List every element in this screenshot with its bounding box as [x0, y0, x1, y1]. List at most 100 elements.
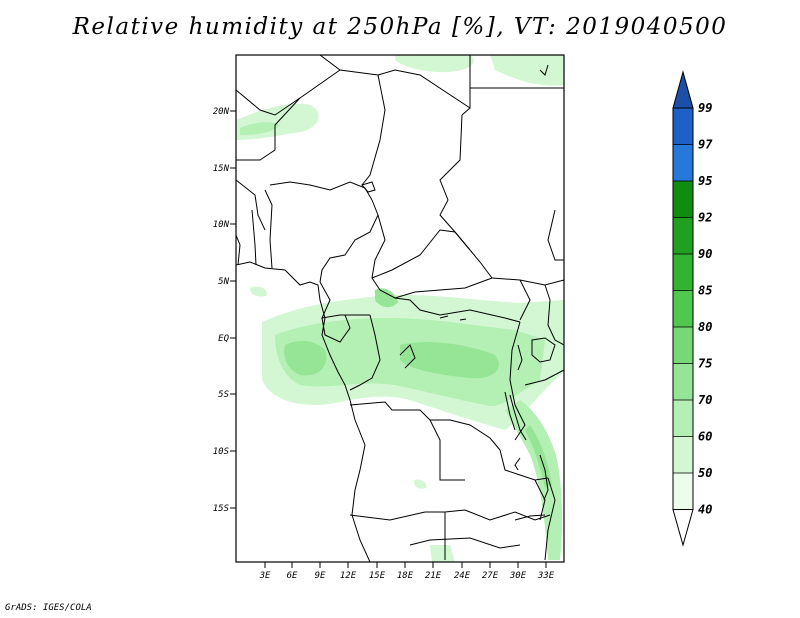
coastline-northeast: [539, 64, 549, 76]
border-niger-chad: [361, 74, 386, 186]
lat-label-15s: 15S: [213, 504, 230, 514]
lake-small-2: [459, 318, 467, 321]
border-niger-north: [236, 69, 341, 116]
border-malawi: [534, 479, 546, 521]
lon-axis: 3E 6E 9E 12E 15E 18E 21E 24E 27E 30E 33E: [259, 562, 555, 581]
lon-label-27e: 27E: [482, 571, 499, 581]
lat-label-20n: 20N: [213, 107, 230, 117]
lake-kariba: [514, 514, 546, 521]
lake-tanganyika: [509, 394, 527, 441]
colorbar-bottom-triangle: [672, 509, 694, 547]
border-chad-sudan: [439, 114, 471, 251]
colorbar-label-50: 50: [698, 466, 712, 480]
colorbar-label-99: 99: [698, 101, 712, 115]
colorbar-label-90: 90: [698, 247, 712, 261]
lon-label-15e: 15E: [369, 571, 386, 581]
border-mozambique: [544, 477, 556, 561]
colorbar-seg-97: [673, 144, 693, 181]
border-car: [371, 229, 493, 279]
humidity-patch-5n: [250, 286, 267, 297]
border-burkina: [236, 179, 266, 231]
border-cameroon-chad: [371, 214, 386, 279]
border-south-sudan: [491, 277, 564, 286]
colorbar-seg-95: [673, 181, 693, 218]
river-congo: [399, 344, 416, 369]
border-car-south: [371, 277, 493, 299]
humidity-core-central: [400, 342, 499, 379]
coastline-west: [236, 261, 371, 562]
lon-label-6e: 6E: [287, 571, 298, 581]
lake-albert: [517, 344, 523, 371]
country-borders: [236, 55, 564, 562]
lat-label-10n: 10N: [213, 220, 230, 230]
humidity-core-west: [284, 340, 327, 376]
map-frame: [235, 54, 565, 563]
lat-label-10s: 10S: [213, 447, 230, 457]
lon-label-21e: 21E: [425, 571, 442, 581]
colorbar: 99 97 95 92 90 85 80 75 70 60 50 40: [672, 70, 713, 547]
colorbar-label-60: 60: [698, 430, 712, 444]
border-south: [409, 537, 521, 549]
colorbar-top-triangle: [672, 70, 694, 109]
colorbar-label-85: 85: [698, 284, 712, 298]
colorbar-seg-99: [673, 108, 693, 145]
humidity-core-north: [375, 288, 398, 308]
colorbar-label-40: 40: [698, 503, 712, 517]
colorbar-seg-80: [673, 327, 693, 364]
colorbar-seg-50: [673, 473, 693, 510]
colorbar-seg-75: [673, 363, 693, 400]
colorbar-dividers: [673, 144, 693, 474]
lat-label-5s: 5S: [218, 390, 229, 400]
border-nigeria-cameroon: [319, 199, 379, 283]
border-congo-drc: [349, 314, 381, 391]
map-title: Relative humidity at 250hPa [%], VT: 201…: [72, 14, 728, 40]
humidity-patch-northeast: [490, 55, 564, 86]
lat-label-15n: 15N: [213, 164, 230, 174]
border-tanzania: [524, 369, 564, 386]
border-ghana-togo: [251, 209, 257, 266]
humidity-patch-north: [395, 55, 474, 73]
colorbar-label-75: 75: [698, 357, 712, 371]
border-angola-zambia: [429, 419, 465, 481]
grads-credit: GrADS: IGES/COLA: [5, 603, 92, 613]
humidity-patch-northwest-core: [240, 122, 280, 135]
border-namibia: [349, 509, 466, 521]
lon-label-33e: 33E: [537, 571, 555, 581]
lake-malawi: [539, 454, 549, 501]
coastline-gulf: [236, 234, 241, 266]
colorbar-seg-60: [673, 436, 693, 473]
lon-label-30e: 30E: [509, 571, 527, 581]
colorbar-seg-70: [673, 400, 693, 437]
humidity-shading: [236, 55, 564, 562]
lon-label-24e: 24E: [454, 571, 471, 581]
colorbar-seg-85: [673, 290, 693, 327]
border-drc-east: [509, 321, 526, 441]
lat-axis: 20N 15N 10N 5N EQ 5S 10S 15S: [213, 107, 236, 514]
border-benin: [264, 189, 273, 269]
border-zambia: [499, 449, 549, 481]
border-zimbabwe: [464, 509, 551, 521]
colorbar-seg-90: [673, 254, 693, 291]
colorbar-seg-92: [673, 217, 693, 254]
border-drc-north: [394, 297, 521, 323]
border-sudan-east: [547, 209, 564, 261]
lake-tanganyika-east: [504, 391, 516, 431]
humidity-patch-southwest: [430, 545, 455, 562]
lon-label-12e: 12E: [340, 571, 357, 581]
lon-label-3e: 3E: [259, 571, 271, 581]
border-niger-nigeria: [269, 181, 373, 201]
border-sudan-egypt: [461, 107, 471, 116]
border-mali-niger: [236, 97, 301, 161]
humidity-patch-south: [414, 479, 427, 489]
lon-label-9e: 9E: [315, 571, 326, 581]
colorbar-label-97: 97: [698, 138, 713, 152]
colorbar-outline: [672, 107, 694, 510]
lat-label-eq: EQ: [218, 334, 229, 344]
lake-victoria: [531, 337, 556, 363]
humidity-plume-east: [505, 400, 563, 560]
colorbar-label-92: 92: [698, 211, 712, 225]
lake-small-3: [514, 457, 521, 471]
border-uganda-kenya: [544, 284, 564, 346]
border-south-sudan-east: [519, 279, 531, 321]
